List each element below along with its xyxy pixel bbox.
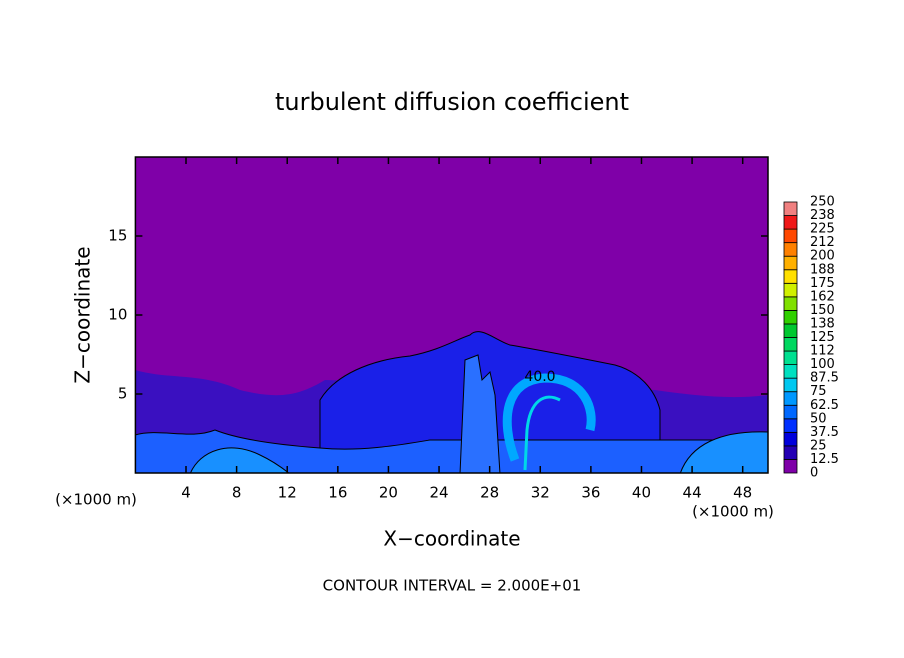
colorbar-label: 0	[810, 466, 818, 481]
chart-title: turbulent diffusion coefficient	[275, 88, 629, 116]
x-tick-label: 44	[683, 484, 702, 502]
x-unit-label: (×1000 m)	[692, 503, 774, 521]
x-tick-label: 36	[581, 484, 600, 502]
field-arc-core	[523, 395, 561, 471]
colorbar-label: 75	[810, 384, 827, 399]
x-tick-label: 32	[531, 484, 550, 502]
colorbar-swatch	[783, 323, 798, 338]
x-tick-label: 12	[278, 484, 297, 502]
colorbar-swatch	[783, 431, 798, 447]
contour-label: 40.0	[524, 369, 555, 385]
colorbar-label: 62.5	[810, 398, 839, 413]
y-tick-label: 10	[108, 306, 127, 324]
y-tick-label: 15	[108, 227, 127, 245]
colorbar-label: 188	[810, 262, 835, 277]
colorbar-label: 225	[810, 222, 835, 237]
colorbar-swatch	[783, 255, 798, 271]
field-core	[459, 354, 501, 473]
colorbar-label: 12.5	[810, 452, 839, 467]
x-tick-label: 28	[480, 484, 499, 502]
colorbar-swatch	[783, 350, 798, 365]
colorbar-swatch	[783, 282, 798, 298]
x-tick-label: 4	[181, 484, 191, 502]
colorbar-swatch	[783, 228, 798, 244]
colorbar-label: 37.5	[810, 425, 839, 440]
colorbar-label: 25	[810, 438, 827, 453]
colorbar-label: 87.5	[810, 371, 839, 386]
colorbar-swatch	[783, 269, 798, 284]
colorbar-label: 250	[810, 195, 835, 210]
footer: CONTOUR INTERVAL = 2.000E+01	[323, 577, 582, 595]
colorbar-label: 175	[810, 276, 835, 291]
x-unit-label: (×1000 m)	[55, 491, 137, 509]
colorbar-swatch	[783, 404, 798, 420]
colorbar-swatch	[783, 418, 798, 433]
colorbar-swatch	[783, 364, 798, 379]
colorbar-swatch	[783, 309, 798, 325]
x-tick-label: 20	[379, 484, 398, 502]
colorbar-label: 112	[810, 344, 835, 359]
colorbar-swatch	[783, 215, 798, 230]
field-arc	[502, 373, 596, 462]
field	[135, 157, 768, 473]
colorbar-swatch	[783, 242, 798, 257]
colorbar-label: 200	[810, 249, 835, 264]
colorbar-swatch	[783, 201, 798, 216]
y-axis-label: Z−coordinate	[71, 246, 95, 383]
colorbar-swatch	[783, 296, 798, 311]
colorbar-label: 238	[810, 208, 835, 223]
colorbar-swatch	[783, 445, 798, 460]
colorbar-label: 150	[810, 303, 835, 318]
x-axis-label: X−coordinate	[383, 527, 520, 551]
colorbar-label: 50	[810, 411, 827, 426]
x-tick-label: 16	[328, 484, 347, 502]
colorbar-label: 100	[810, 357, 835, 372]
x-tick-label: 8	[232, 484, 242, 502]
field-base-band	[135, 429, 768, 473]
colorbar-swatch	[783, 337, 798, 352]
colorbar-label: 138	[810, 316, 835, 331]
colorbar-swatch	[783, 391, 798, 406]
colorbar-label: 212	[810, 235, 835, 250]
x-tick-label: 24	[430, 484, 449, 502]
colorbar-swatch	[783, 377, 798, 393]
colorbar-label: 125	[810, 330, 835, 345]
x-tick-label: 48	[733, 484, 752, 502]
field-left-patch	[189, 447, 290, 473]
colorbar-swatch	[783, 459, 798, 474]
y-tick-label: 5	[118, 385, 128, 403]
x-tick-label: 40	[632, 484, 651, 502]
colorbar-label: 162	[810, 289, 835, 304]
